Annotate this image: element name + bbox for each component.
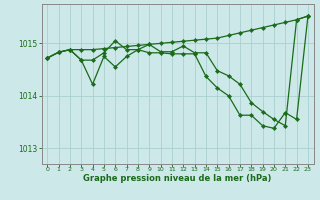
X-axis label: Graphe pression niveau de la mer (hPa): Graphe pression niveau de la mer (hPa) [84,174,272,183]
